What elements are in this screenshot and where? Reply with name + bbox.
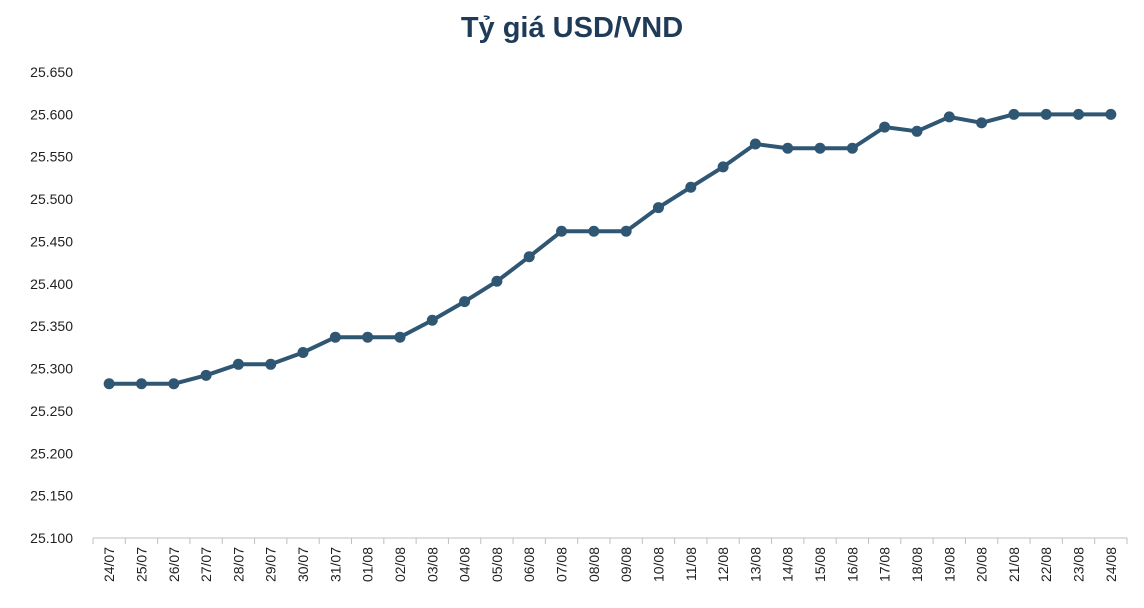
x-axis-ticks (92, 538, 1128, 544)
data-point (846, 142, 858, 154)
y-tick-label: 25.550 (30, 149, 73, 165)
data-point (265, 358, 277, 370)
data-point (782, 142, 794, 154)
y-tick-label: 25.250 (30, 403, 73, 419)
data-point (976, 117, 988, 129)
data-point (297, 346, 309, 358)
x-tick-label: 22/08 (1038, 547, 1054, 582)
data-point (103, 378, 115, 390)
x-tick-label: 31/07 (327, 547, 343, 582)
data-point (879, 121, 891, 133)
x-tick-label: 02/08 (392, 547, 408, 582)
x-tick-label: 11/08 (683, 547, 699, 581)
y-tick-label: 25.350 (30, 318, 73, 334)
data-point (394, 331, 406, 343)
x-tick-label: 12/08 (715, 547, 731, 582)
y-tick-label: 25.200 (30, 445, 73, 461)
data-point (232, 358, 244, 370)
data-point (329, 331, 341, 343)
x-tick-label: 04/08 (457, 547, 473, 582)
data-point (652, 202, 664, 214)
data-point (1073, 108, 1085, 120)
data-point (814, 142, 826, 154)
data-point (1040, 108, 1052, 120)
x-tick-label: 26/07 (166, 547, 182, 582)
data-point (135, 378, 147, 390)
y-tick-label: 25.650 (30, 64, 73, 80)
x-tick-label: 14/08 (780, 547, 796, 582)
data-point (749, 138, 761, 150)
data-point (717, 161, 729, 173)
data-point (459, 296, 471, 308)
x-tick-label: 23/08 (1071, 547, 1087, 582)
x-tick-label: 28/07 (230, 547, 246, 582)
x-tick-label: 24/07 (101, 547, 117, 582)
x-tick-label: 06/08 (521, 547, 537, 582)
data-point (491, 275, 503, 287)
data-point (200, 369, 212, 381)
data-point (168, 378, 180, 390)
x-tick-label: 01/08 (360, 547, 376, 582)
x-tick-label: 21/08 (1006, 547, 1022, 582)
data-point (523, 251, 535, 263)
x-tick-label: 09/08 (618, 547, 634, 582)
data-point (362, 331, 374, 343)
data-point (685, 181, 697, 193)
data-points (103, 108, 1117, 390)
chart-title: Tỷ giá USD/VND (460, 12, 684, 44)
x-tick-label: 17/08 (877, 547, 893, 582)
y-tick-label: 25.100 (30, 530, 73, 546)
x-tick-label: 18/08 (909, 547, 925, 582)
data-point (556, 225, 568, 237)
x-axis-labels: 24/07 25/07 26/07 27/07 28/07 29/07 30/07 31/07… (101, 547, 1119, 582)
x-tick-label: 20/08 (974, 547, 990, 582)
y-tick-label: 25.500 (30, 191, 73, 207)
y-tick-label: 25.600 (30, 106, 73, 122)
y-axis-labels: 25.100 25.150 25.200 25.250 25.300 25.350 25.4… (30, 64, 73, 546)
x-tick-label: 25/07 (133, 547, 149, 582)
data-point (1105, 108, 1117, 120)
data-point (943, 111, 955, 123)
x-tick-label: 10/08 (650, 547, 666, 582)
data-point (588, 225, 600, 237)
y-tick-label: 25.400 (30, 276, 73, 292)
y-tick-label: 25.450 (30, 233, 73, 249)
data-point (911, 125, 923, 137)
data-point (426, 314, 438, 326)
data-point (620, 225, 632, 237)
data-point (1008, 108, 1020, 120)
x-tick-label: 29/07 (263, 547, 279, 582)
x-tick-label: 05/08 (489, 547, 505, 582)
x-tick-label: 24/08 (1103, 547, 1119, 582)
y-tick-label: 25.150 (30, 488, 73, 504)
x-tick-label: 19/08 (941, 547, 957, 582)
x-tick-label: 03/08 (424, 547, 440, 582)
x-tick-label: 08/08 (586, 547, 602, 582)
x-tick-label: 27/07 (198, 547, 214, 582)
series-line (109, 112, 1111, 386)
x-tick-label: 15/08 (812, 547, 828, 582)
x-tick-label: 13/08 (747, 547, 763, 582)
y-tick-label: 25.300 (30, 361, 73, 377)
x-tick-label: 30/07 (295, 547, 311, 582)
x-tick-label: 07/08 (554, 547, 570, 582)
x-tick-label: 16/08 (844, 547, 860, 582)
